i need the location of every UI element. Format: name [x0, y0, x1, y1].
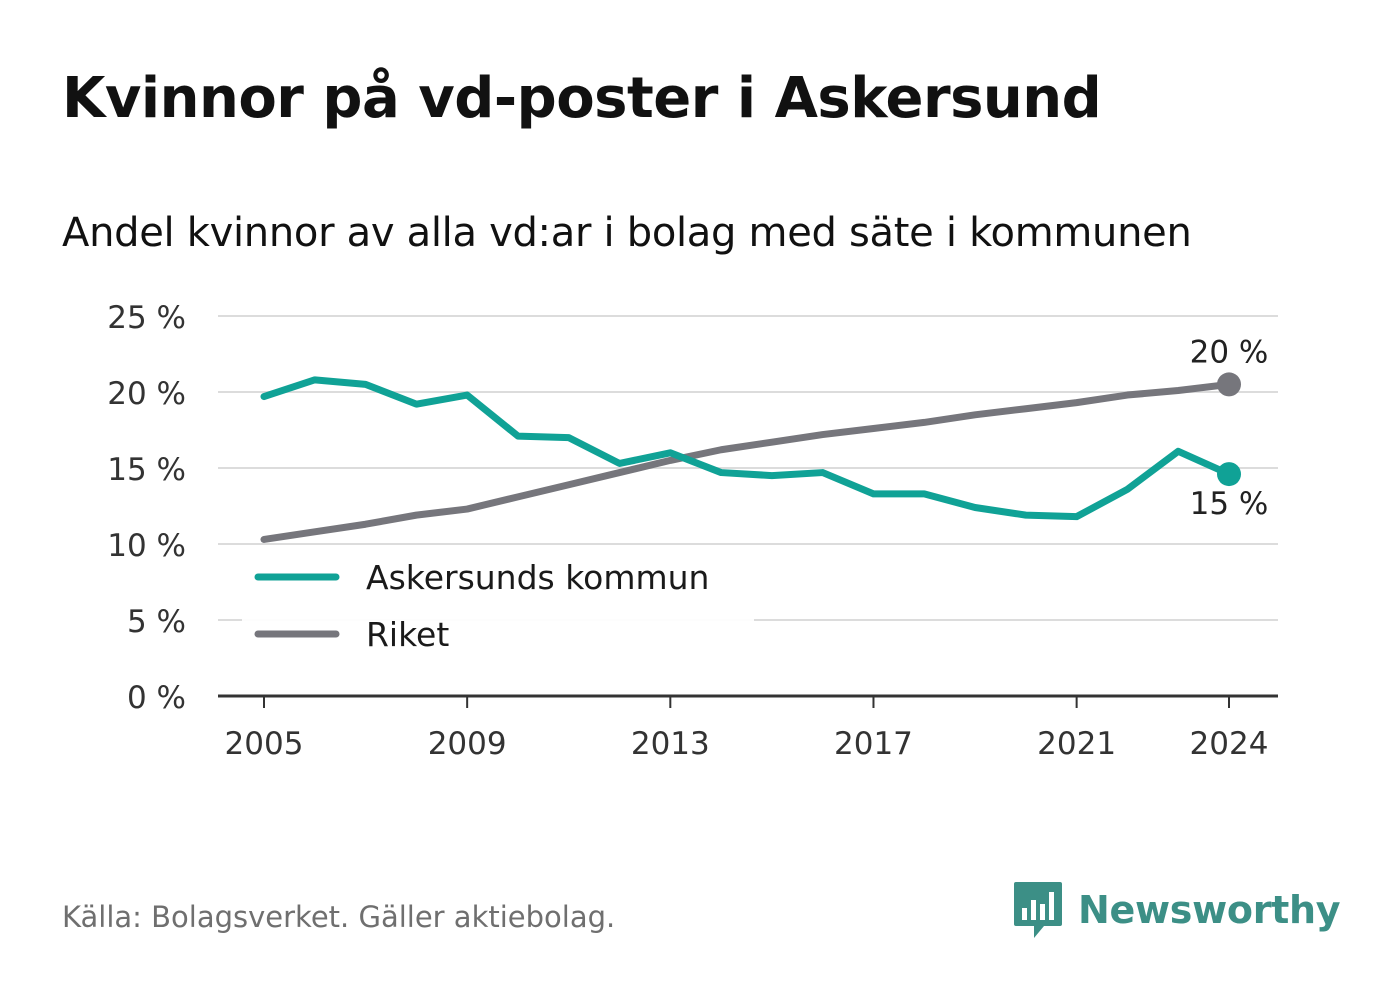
legend-background: [242, 546, 754, 658]
x-tick-label: 2005: [225, 726, 304, 762]
y-tick-label: 5 %: [127, 604, 186, 640]
y-tick-label: 20 %: [107, 376, 186, 412]
x-tick-label: 2024: [1190, 726, 1269, 762]
y-tick-label: 25 %: [107, 300, 186, 336]
x-tick-label: 2009: [428, 726, 507, 762]
series-end-point: [1217, 372, 1241, 397]
series-end-label: 20 %: [1190, 334, 1269, 370]
y-tick-label: 15 %: [107, 452, 186, 488]
newsworthy-logo-icon: [1014, 882, 1062, 938]
legend-label: Riket: [366, 615, 449, 654]
y-tick-label: 10 %: [107, 528, 186, 564]
chart-title: Kvinnor på vd-poster i Askersund: [62, 66, 1102, 131]
x-tick-label: 2013: [631, 726, 710, 762]
series-line: [260, 380, 1233, 543]
x-tick-label: 2021: [1037, 726, 1116, 762]
series-end-point: [1217, 462, 1241, 487]
series-end-label: 15 %: [1190, 486, 1269, 522]
source-note: Källa: Bolagsverket. Gäller aktiebolag.: [62, 900, 616, 934]
chart-subtitle: Andel kvinnor av alla vd:ar i bolag med …: [62, 210, 1192, 256]
brand-name: Newsworthy: [1078, 888, 1341, 932]
y-tick-label: 0 %: [127, 680, 186, 716]
brand-logo[interactable]: Newsworthy: [1012, 880, 1341, 940]
series-line: [260, 376, 1233, 521]
x-tick-label: 2017: [834, 726, 913, 762]
legend-label: Askersunds kommun: [366, 558, 709, 597]
